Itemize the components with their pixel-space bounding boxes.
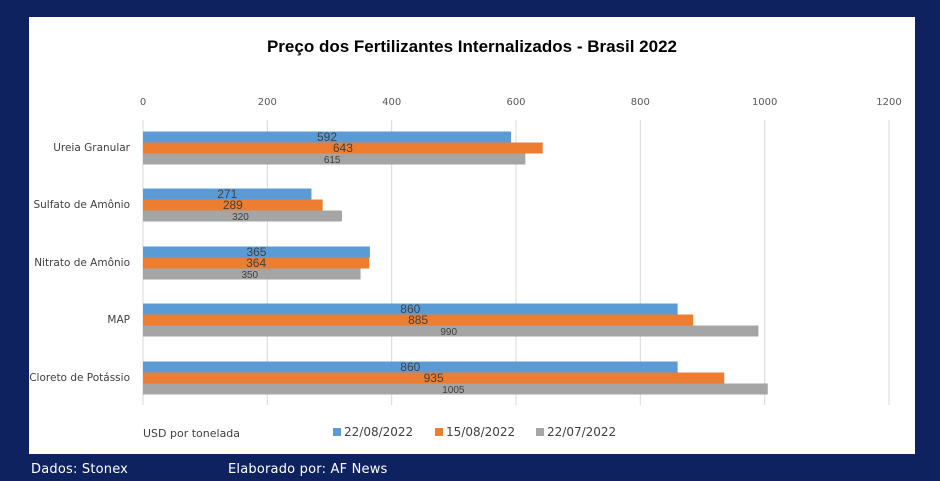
data-labels: 5926436152712893203653643508608859908609… [217, 130, 465, 396]
gridlines [142, 120, 890, 405]
bar [143, 325, 759, 337]
bars [143, 131, 768, 395]
bar [143, 383, 768, 395]
bar [143, 372, 725, 384]
bar [143, 199, 323, 211]
data-label: 320 [232, 212, 249, 223]
bar [143, 142, 543, 154]
x-tick-label: 1200 [876, 97, 901, 108]
category-label: Nitrato de Amônio [34, 257, 130, 269]
data-label: 271 [217, 187, 237, 201]
data-label: 885 [408, 313, 428, 327]
legend-swatch [333, 428, 341, 436]
x-tick-label: 0 [140, 97, 146, 108]
data-label: 365 [246, 245, 266, 259]
data-label: 935 [424, 371, 444, 385]
x-tick-label: 200 [258, 97, 277, 108]
chart-panel: 0 200 400 600 800 1000 1200 592 643 615 271 289 320… [29, 17, 915, 454]
bar [143, 361, 678, 373]
bar [143, 153, 526, 165]
bar [143, 303, 678, 315]
unit-note: USD por tonelada [143, 427, 240, 440]
data-label: 860 [400, 360, 420, 374]
bar [143, 131, 512, 143]
data-label: 364 [246, 256, 266, 270]
legend-label: 15/08/2022 [446, 425, 515, 439]
data-label: 289 [223, 198, 243, 212]
data-label: 860 [400, 302, 420, 316]
legend: 22/08/2022 15/08/2022 22/07/2022 [333, 425, 616, 439]
bar [143, 268, 361, 280]
x-tick-label: 1000 [752, 97, 777, 108]
x-tick-label: 400 [382, 97, 401, 108]
legend-swatch [435, 428, 443, 436]
legend-swatch [536, 428, 544, 436]
x-tick-label: 800 [631, 97, 650, 108]
legend-label: 22/07/2022 [547, 425, 616, 439]
category-label: Sulfato de Amônio [33, 199, 130, 211]
category-labels: Ureia Granular Sulfato de Amônio Nitrato d… [29, 142, 130, 384]
category-label: Cloreto de Potássio [29, 372, 130, 384]
bar [143, 188, 312, 200]
data-label: 990 [440, 327, 457, 338]
data-label: 592 [317, 130, 337, 144]
bar [143, 314, 694, 326]
data-label: 1005 [442, 385, 465, 396]
data-label: 615 [324, 155, 341, 166]
chart-title: Preço dos Fertilizantes Internalizados -… [267, 37, 677, 56]
legend-label: 22/08/2022 [344, 425, 413, 439]
footer-source: Dados: Stonex [31, 462, 129, 477]
x-axis-ticks: 0 200 400 600 800 1000 1200 [140, 97, 902, 108]
bar [143, 210, 342, 222]
category-label: Ureia Granular [53, 142, 130, 154]
bar [143, 246, 370, 258]
category-label: MAP [107, 314, 130, 326]
x-tick-label: 600 [506, 97, 525, 108]
data-label: 643 [333, 141, 353, 155]
bar [143, 257, 370, 269]
data-label: 350 [241, 270, 258, 281]
footer-author: Elaborado por: AF News [228, 462, 388, 477]
